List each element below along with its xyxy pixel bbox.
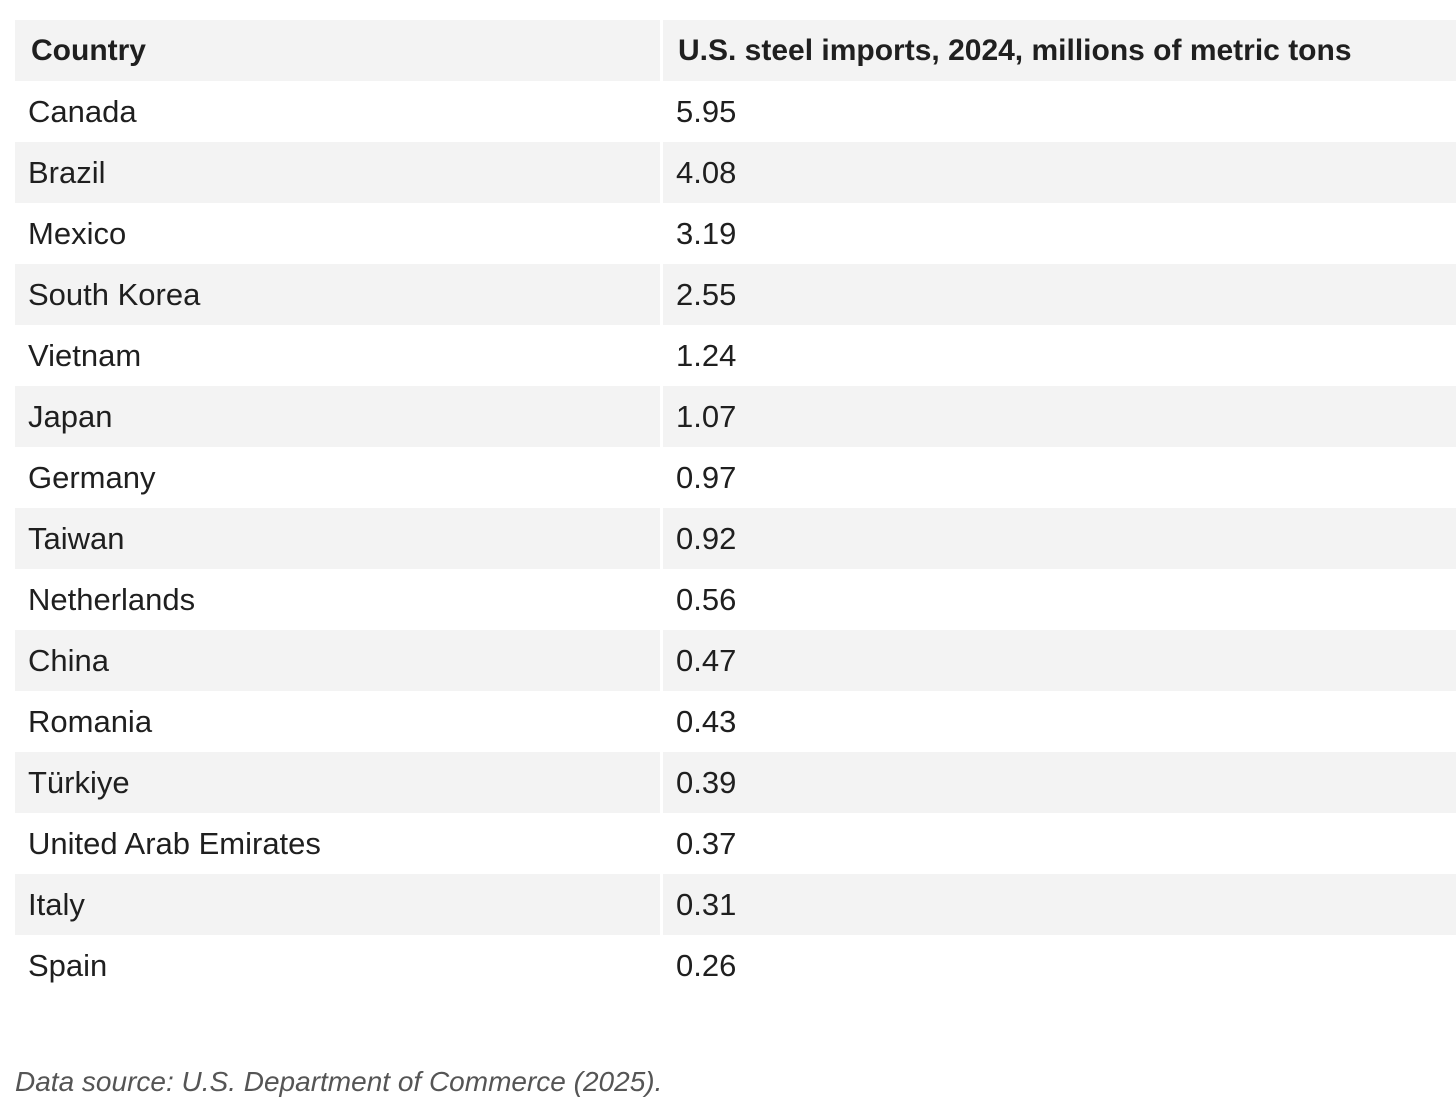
table-body: Canada 5.95 Brazil 4.08 Mexico 3.19 South Kore… [15,81,1456,996]
imports-value-cell: 0.92 [660,508,1456,569]
country-cell: Germany [28,459,156,495]
imports-value-cell: 3.19 [660,203,1456,264]
imports-value-cell: 0.47 [660,630,1456,691]
imports-value-cell: 0.37 [660,813,1456,874]
imports-value-cell: 2.55 [660,264,1456,325]
table-row: Brazil 4.08 [15,142,1456,203]
table-row: Taiwan 0.92 [15,508,1456,569]
imports-value-cell: 0.26 [660,935,1456,996]
table-row: Mexico 3.19 [15,203,1456,264]
country-cell: Romania [28,703,153,739]
country-cell: Netherlands [28,581,196,617]
country-cell: Italy [28,886,85,922]
country-cell: Brazil [28,154,106,190]
country-cell: Canada [28,93,137,129]
imports-table: Country U.S. steel imports, 2024, millio… [15,20,1456,996]
imports-value-cell: 5.95 [660,81,1456,142]
country-cell: Taiwan [28,520,125,556]
header-country: Country [31,33,146,67]
table-row: China 0.47 [15,630,1456,691]
table-row: Italy 0.31 [15,874,1456,935]
table-row: United Arab Emirates 0.37 [15,813,1456,874]
imports-value-cell: 4.08 [660,142,1456,203]
imports-value-cell: 0.43 [660,691,1456,752]
table-row: Spain 0.26 [15,935,1456,996]
imports-value-cell: 0.31 [660,874,1456,935]
country-cell: Japan [28,398,113,434]
table-row: Germany 0.97 [15,447,1456,508]
country-cell: Mexico [28,215,127,251]
country-cell: China [28,642,109,678]
imports-value-cell: 1.07 [660,386,1456,447]
country-cell: South Korea [28,276,201,312]
table-row: South Korea 2.55 [15,264,1456,325]
imports-value-cell: 0.39 [660,752,1456,813]
imports-value-cell: 0.56 [660,569,1456,630]
table-row: Vietnam 1.24 [15,325,1456,386]
country-cell: United Arab Emirates [28,825,321,861]
header-imports: U.S. steel imports, 2024, millions of me… [660,20,1456,81]
table-header-row: Country U.S. steel imports, 2024, millio… [15,20,1456,81]
country-cell: Türkiye [28,764,130,800]
imports-value-cell: 1.24 [660,325,1456,386]
data-source-note: Data source: U.S. Department of Commerce… [15,1066,663,1097]
imports-value-cell: 0.97 [660,447,1456,508]
table-row: Netherlands 0.56 [15,569,1456,630]
table-row: Canada 5.95 [15,81,1456,142]
country-cell: Spain [28,947,108,983]
table-row: Japan 1.07 [15,386,1456,447]
table-row: Romania 0.43 [15,691,1456,752]
table-row: Türkiye 0.39 [15,752,1456,813]
country-cell: Vietnam [28,337,142,373]
